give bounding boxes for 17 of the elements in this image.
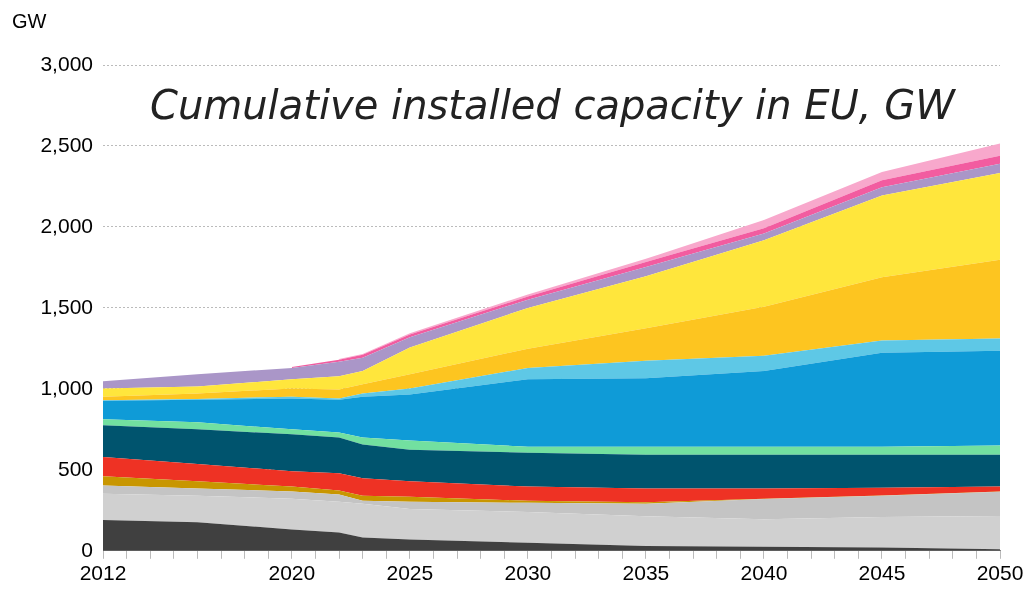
y-axis-title: GW: [12, 10, 47, 33]
x-tick-label: 2025: [386, 561, 434, 585]
x-tick-label: 2035: [622, 561, 670, 585]
x-tick-label: 2030: [504, 561, 552, 585]
y-tick-label: 0: [81, 537, 93, 561]
x-tick-label: 2012: [79, 561, 127, 585]
x-tick-label: 2020: [268, 561, 316, 585]
text: Cumulative installed capacity in EU, GW: [150, 82, 955, 128]
y-tick-label: 1,500: [40, 294, 93, 318]
y-tick-label: 1,000: [40, 375, 93, 399]
x-tick-label: 2040: [740, 561, 788, 585]
y-tick-label: 3,000: [40, 51, 93, 75]
x-tick-label: 2045: [858, 561, 906, 585]
y-tick-label: 2,500: [40, 132, 93, 156]
y-tick-label: 2,000: [40, 213, 93, 237]
x-tick-label: 2050: [976, 561, 1024, 585]
y-tick-label: 500: [57, 456, 93, 480]
